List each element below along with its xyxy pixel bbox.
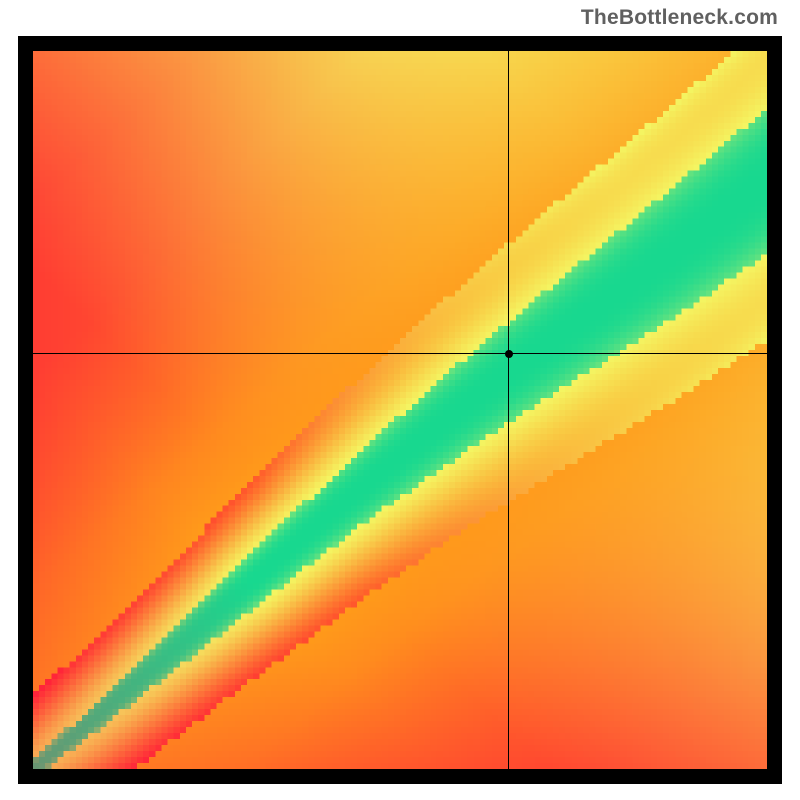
bottleneck-heatmap	[33, 51, 767, 769]
attribution-label: TheBottleneck.com	[581, 6, 778, 30]
root-container: TheBottleneck.com	[0, 0, 800, 800]
